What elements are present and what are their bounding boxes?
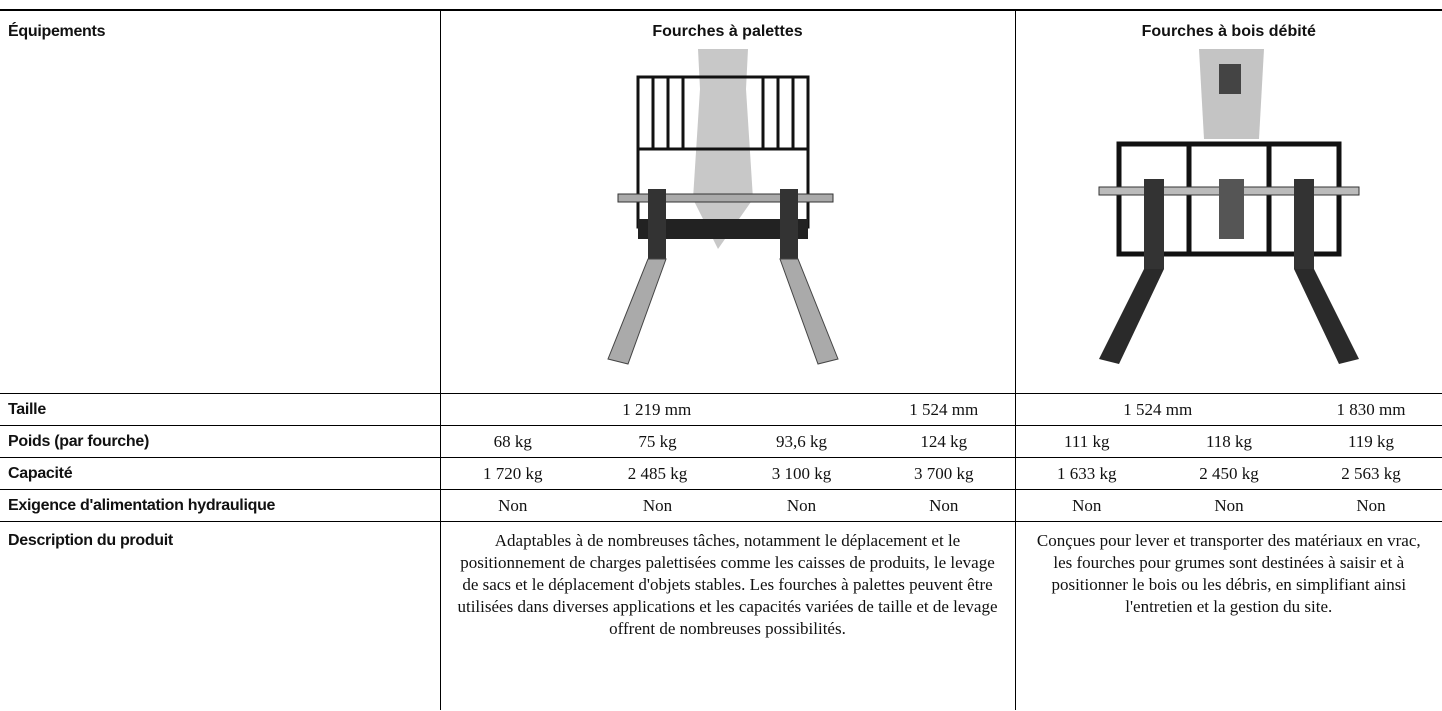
header-text: Fourches à palettes [652,23,803,40]
pallet-fork-image [606,49,839,365]
cell: 1 524 mm [1015,393,1300,426]
cell: 1 524 mm [873,393,1016,426]
cell: 3 700 kg [873,457,1016,490]
description: Conçues pour lever et transporter des ma… [1015,521,1442,710]
cell: 1 720 kg [440,457,585,490]
cell: 1 219 mm [440,393,873,426]
row-label: Exigence d'alimentation hydraulique [0,489,441,522]
page: Équipements Fourches à palettes Fourches… [0,9,1442,711]
header-text: Fourches à bois débité [1141,23,1316,40]
cell: Non [730,489,873,522]
header-cell: Fourches à palettes [440,10,1016,394]
cell: 3 100 kg [730,457,873,490]
cell: 1 633 kg [1015,457,1158,490]
header-cell: Fourches à bois débité [1015,10,1442,394]
cell: 2 563 kg [1300,457,1442,490]
cell: Non [1015,489,1158,522]
header-row: Équipements Fourches à palettes Fourches… [0,10,1442,394]
cell: Non [440,489,585,522]
cell: 75 kg [585,425,730,458]
table-row: Poids (par fourche) 68 kg 75 kg 93,6 kg … [0,425,1442,458]
header-cell: Équipements [0,10,441,394]
row-label: Capacité [0,457,441,490]
spec-table: Équipements Fourches à palettes Fourches… [0,9,1442,710]
cell: 119 kg [1300,425,1442,458]
cell: 2 485 kg [585,457,730,490]
cell: 1 830 mm [1300,393,1442,426]
cell: Non [873,489,1016,522]
header-text: Équipements [8,23,106,40]
table-row: Taille 1 219 mm 1 524 mm 1 524 mm 1 830 … [0,393,1442,426]
log-fork-image [1098,49,1360,364]
cell: Non [1158,489,1300,522]
cell: 93,6 kg [730,425,873,458]
cell: 111 kg [1015,425,1158,458]
row-label: Poids (par fourche) [0,425,441,458]
cell: Non [585,489,730,522]
row-label: Taille [0,393,441,426]
cell: 124 kg [873,425,1016,458]
cell: 2 450 kg [1158,457,1300,490]
cell: Non [1300,489,1442,522]
table-row: Capacité 1 720 kg 2 485 kg 3 100 kg 3 70… [0,457,1442,490]
cell: 118 kg [1158,425,1300,458]
table-row: Description du produit Adaptables à de n… [0,521,1442,710]
table-row: Exigence d'alimentation hydraulique Non … [0,489,1442,522]
description: Adaptables à de nombreuses tâches, notam… [440,521,1016,710]
row-label: Description du produit [0,521,441,710]
cell: 68 kg [440,425,585,458]
